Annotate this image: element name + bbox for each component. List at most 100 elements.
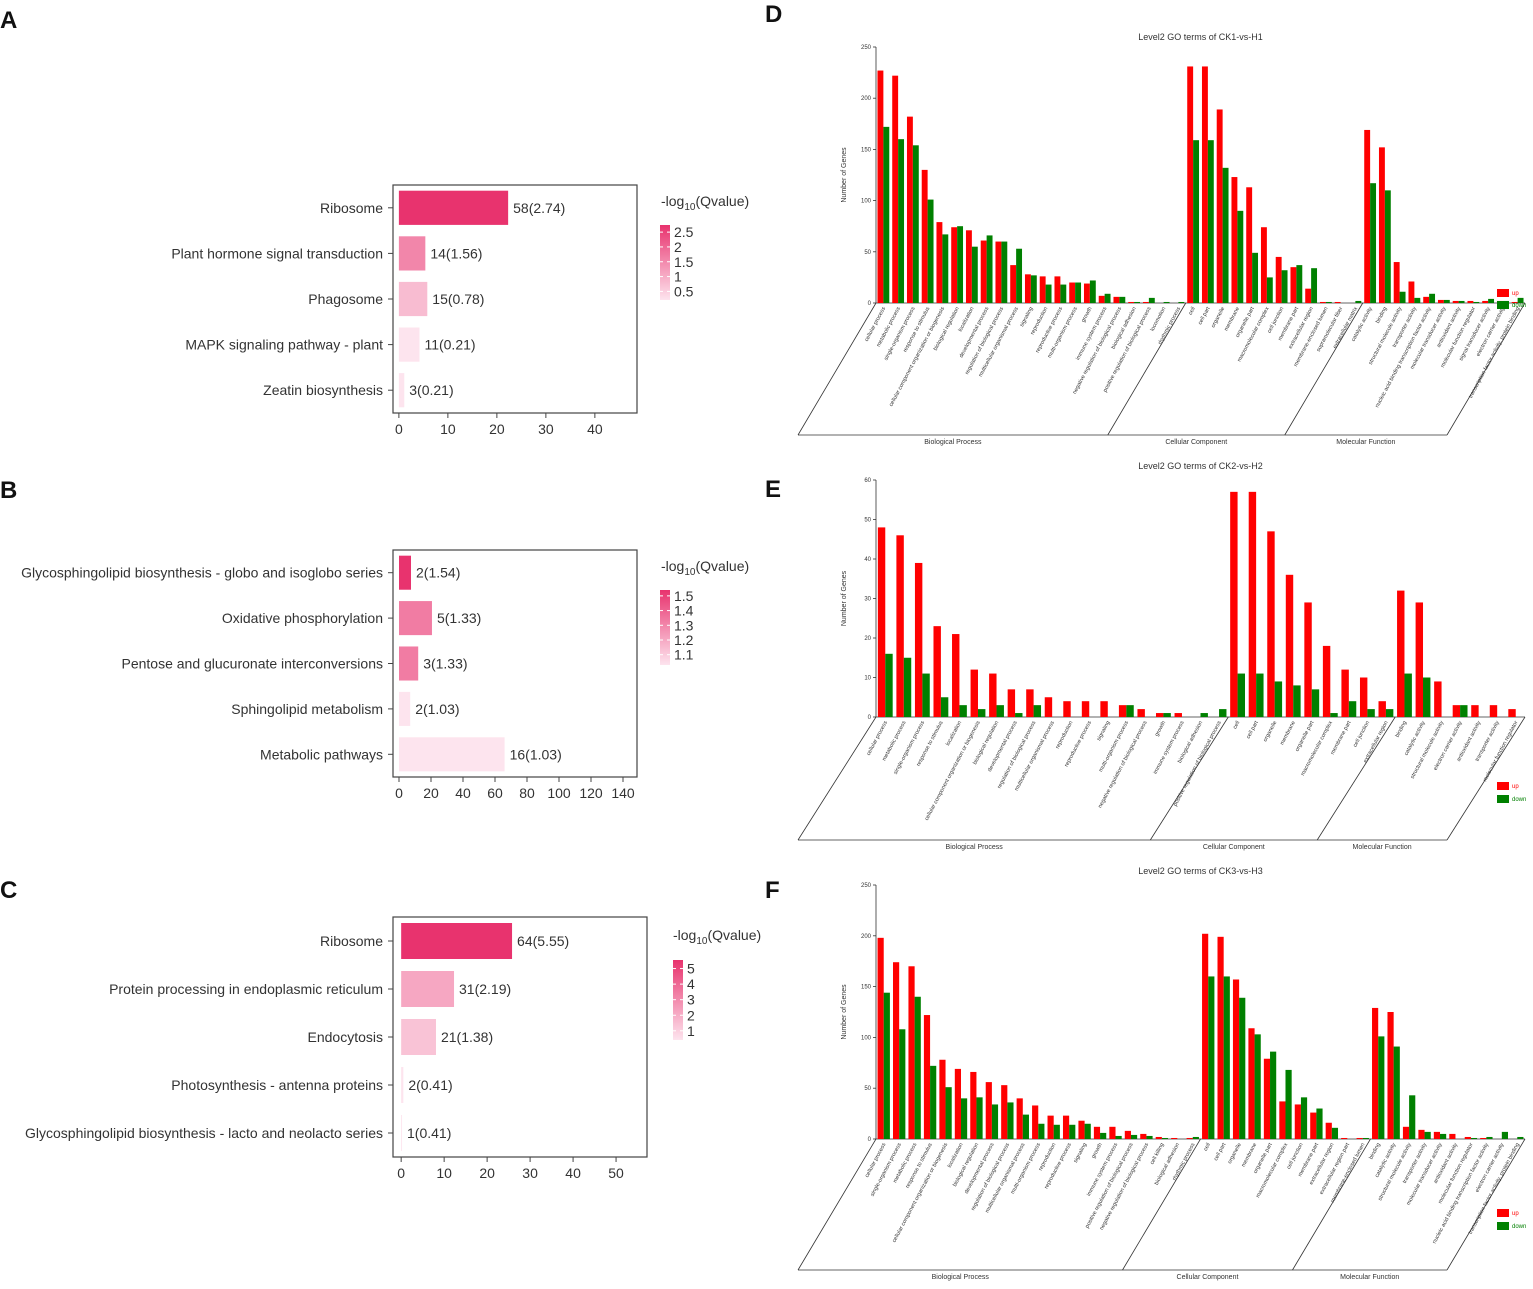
colorbar [673,960,683,1040]
bar [1007,1102,1014,1139]
x-tick-label: 0 [395,421,403,437]
bar [1517,297,1524,303]
bar [1285,1069,1292,1139]
x-tick-label: 20 [489,421,505,437]
bar [1202,933,1209,1139]
bar [1223,976,1230,1139]
bar [921,169,928,303]
bar [1142,301,1149,303]
y-tick-label: 200 [861,96,872,102]
bar [1356,1137,1363,1139]
category-label: Pentose and glucuronate interconversions [121,656,383,672]
category-label: Ribosome [320,933,383,949]
bar [1237,210,1244,303]
bar [1126,705,1134,717]
y-tick-label: 40 [864,557,871,563]
group-label: Biological Process [946,844,1004,851]
y-tick-label: 250 [861,45,872,51]
bar [1007,689,1016,717]
bar [1208,976,1215,1139]
bar-label: 58(2.74) [513,200,565,216]
colorbar-title-sub: 10 [684,202,696,213]
y-tick-label: 30 [864,597,871,603]
bar [1118,705,1127,717]
chart-title: Level2 GO terms of CK2-vs-H2 [1138,461,1263,471]
colorbar-tick-label: 1 [687,1023,695,1039]
group-label: Molecular Function [1336,439,1395,446]
bar [1334,301,1341,303]
bar [1355,300,1362,303]
bar [1387,1012,1394,1139]
bar [1267,531,1275,717]
category-label: molecular function regulator [1482,720,1519,783]
bar [399,601,432,636]
y-axis-label: Number of Genes [841,984,848,1040]
category-label: cell part [1246,720,1261,740]
bar [883,126,890,303]
bar [1100,1132,1107,1139]
x-tick-label: 40 [587,421,603,437]
bar [1458,300,1465,303]
bar [398,190,509,225]
bar [1423,677,1431,717]
bar-label: 5(1.33) [437,610,481,626]
bar [960,1098,968,1139]
bar [1279,1101,1286,1139]
colorbar-tick-label: 4 [687,976,695,992]
colorbar-title-part: (Qvalue) [695,558,749,574]
group-label: Cellular Component [1177,1274,1239,1281]
frame-side [797,1138,877,1271]
x-tick-label: 0 [395,785,403,801]
bar [1319,301,1326,303]
bar [923,1015,931,1139]
bar [401,1115,403,1151]
legend-swatch [1497,795,1509,803]
bar [1015,713,1023,717]
bar [877,937,884,1139]
bar [991,1104,999,1139]
bar [885,653,893,717]
colorbar-title-part: -log [661,558,684,574]
category-label: signaling [1073,1142,1088,1164]
colorbar-tick-label: 0.5 [674,283,694,299]
legend-label: up [1512,291,1519,297]
bar [1174,713,1182,717]
y-tick-label: 0 [868,1137,872,1143]
bar [401,1067,404,1103]
colorbar [660,225,670,300]
category-label: organelle [1210,306,1226,329]
bar [401,1019,436,1055]
y-axis-label: Number of Genes [841,570,848,626]
bar [1370,183,1377,303]
bar-label: 1(0.41) [407,1125,451,1141]
category-label: Photosynthesis - antenna proteins [171,1077,383,1093]
bar [1217,936,1224,1139]
bar [959,705,967,717]
bar [398,281,428,317]
bar [1248,1028,1255,1139]
bar [985,1082,992,1139]
group-label: Cellular Component [1165,439,1227,446]
category-label: Endocytosis [308,1029,383,1045]
bar-label: 2(1.54) [416,565,460,581]
bar [1341,669,1349,717]
category-label: multicellular organismal process [1014,720,1056,792]
category-label: organelle [1227,1142,1243,1165]
bar [970,1071,977,1139]
y-tick-label: 0 [868,301,872,307]
bar [914,996,921,1139]
bar [936,222,943,303]
bar [914,562,923,717]
bar [1148,297,1155,303]
category-label: Glycosphingolipid biosynthesis - globo a… [21,565,383,581]
bar [1311,268,1318,303]
bar-label: 2(1.03) [415,701,459,717]
bar-label: 64(5.55) [517,933,569,949]
x-tick-label: 10 [436,1165,452,1181]
bar [1482,300,1489,303]
bar [1285,574,1294,717]
category-label: signaling [1096,720,1111,742]
bar [1449,1133,1456,1139]
category-label: membrane [1279,720,1297,746]
panel-label: B [0,477,17,504]
